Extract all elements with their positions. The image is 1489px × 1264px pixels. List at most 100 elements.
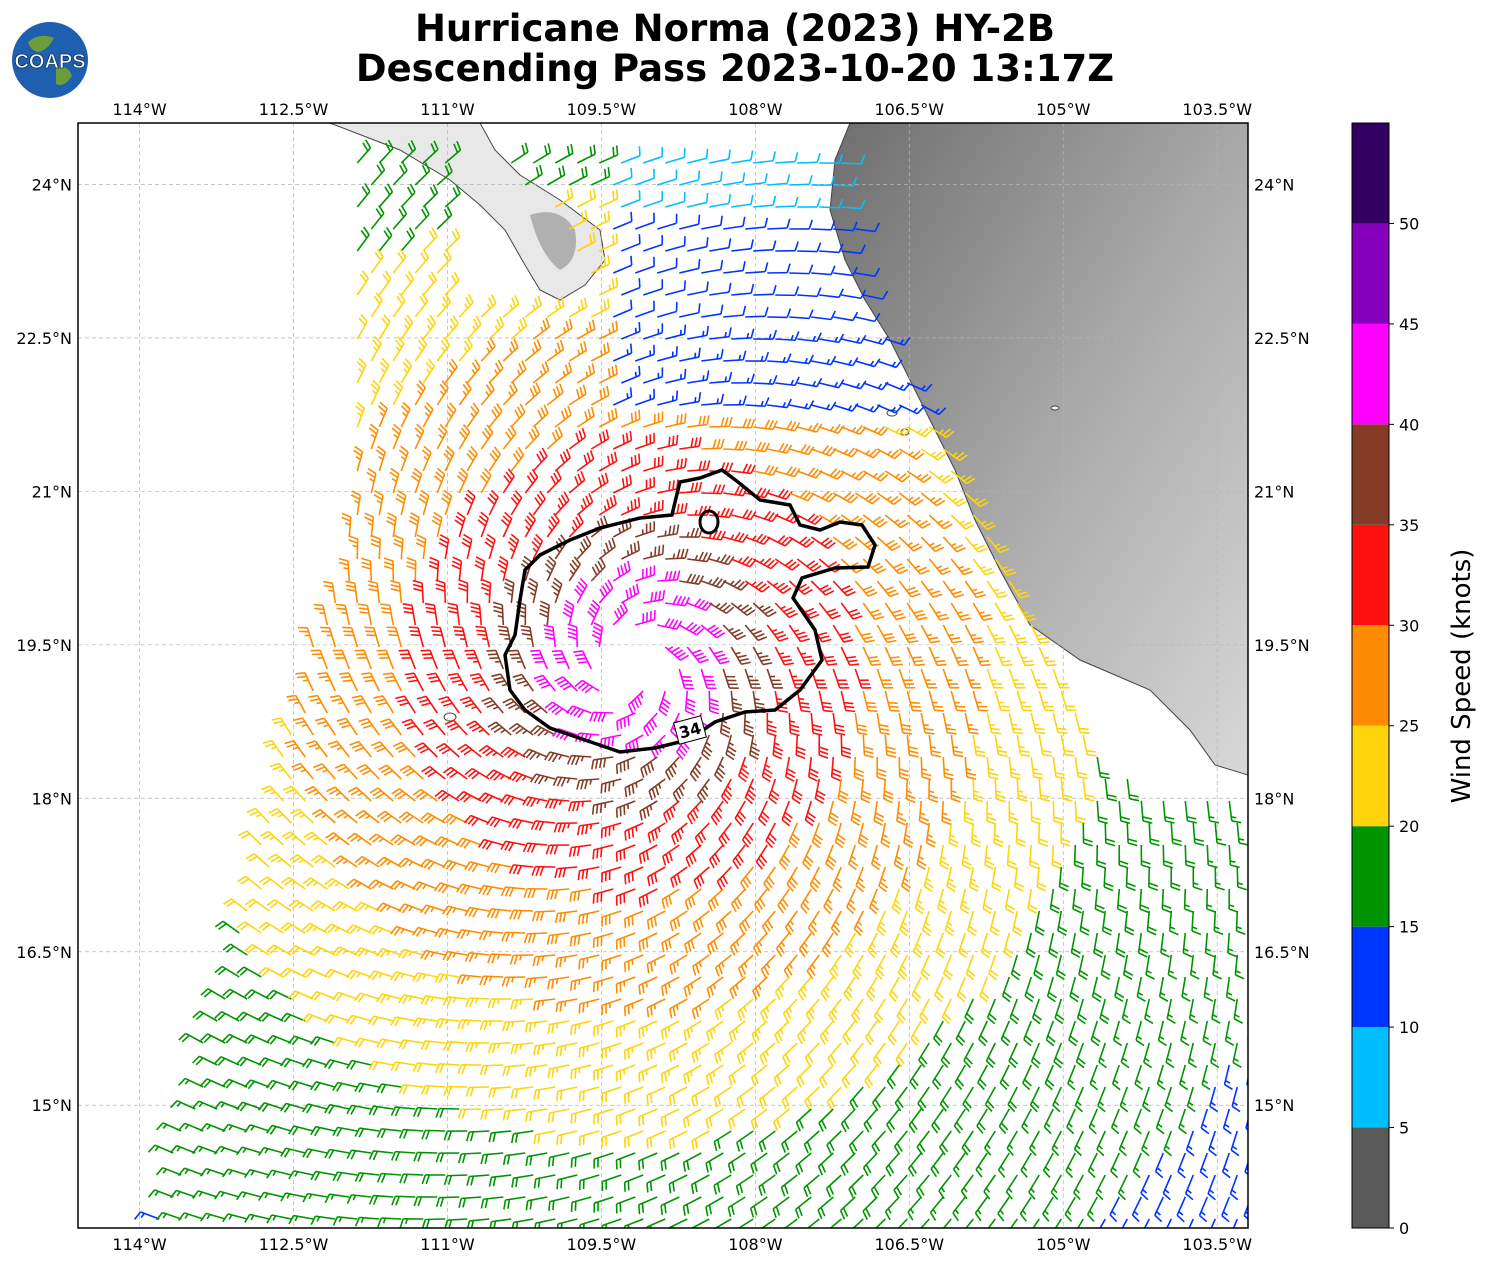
wind-barb xyxy=(950,514,975,530)
wind-barb xyxy=(832,712,846,736)
wind-barb xyxy=(458,424,471,450)
wind-barb xyxy=(380,718,402,736)
wind-barb xyxy=(635,344,655,362)
wind-barb xyxy=(898,668,916,689)
wind-barb xyxy=(775,466,801,478)
wind-barb xyxy=(767,218,791,230)
wind-barb xyxy=(885,336,911,346)
wind-barb xyxy=(554,676,578,692)
wind-barb xyxy=(554,362,573,384)
wind-barb xyxy=(731,418,756,429)
wind-barb xyxy=(854,668,872,689)
wind-barb xyxy=(349,740,372,758)
wind-barb xyxy=(972,602,993,622)
wind-barb xyxy=(1030,756,1044,780)
wind-barb xyxy=(488,403,503,428)
wind-barb xyxy=(928,734,942,758)
wind-barb xyxy=(884,646,903,667)
colorbar-bin xyxy=(1352,424,1389,525)
wind-barb xyxy=(752,557,779,570)
wind-barb xyxy=(400,183,416,208)
wind-barb xyxy=(408,512,420,538)
wind-barb xyxy=(436,206,453,230)
wind-barb xyxy=(329,694,350,714)
wind-barb xyxy=(1259,867,1269,890)
wind-barb xyxy=(297,626,315,648)
wind-barb xyxy=(612,255,633,274)
wind-barb xyxy=(665,324,687,340)
colorbar-tick-label: 5 xyxy=(1399,1119,1409,1138)
wind-barb xyxy=(436,336,451,362)
wind-barb xyxy=(620,409,641,428)
lat-tick-label-left: 16.5°N xyxy=(16,943,72,962)
wind-barb xyxy=(444,719,468,736)
colorbar-bin xyxy=(1352,1027,1389,1128)
wind-barb xyxy=(598,494,617,516)
wind-barb xyxy=(767,488,793,500)
wind-barb xyxy=(510,490,523,516)
wind-barb xyxy=(942,448,968,462)
wind-barb xyxy=(1030,712,1046,735)
wind-barb xyxy=(1251,889,1260,912)
wind-barb xyxy=(665,595,691,607)
lon-tick-label-top: 108°W xyxy=(728,100,783,119)
wind-barb xyxy=(701,734,713,761)
wind-barb xyxy=(431,511,443,538)
wind-barb xyxy=(687,325,710,340)
wind-barb xyxy=(414,423,425,450)
wind-barb xyxy=(1008,756,1021,780)
wind-barb xyxy=(286,694,306,714)
wind-barb xyxy=(832,668,850,689)
wind-barb xyxy=(818,468,845,480)
wind-barb xyxy=(466,446,478,472)
wind-barb xyxy=(687,237,709,252)
wind-barb xyxy=(612,387,633,406)
wind-barb xyxy=(576,449,595,472)
wind-barb xyxy=(819,243,844,254)
wind-barb xyxy=(576,406,595,428)
wind-barb xyxy=(406,557,417,582)
wind-barb xyxy=(356,183,371,208)
wind-barb xyxy=(341,512,352,538)
wind-barb xyxy=(964,756,977,780)
wind-barb xyxy=(392,336,405,362)
wind-barb xyxy=(709,193,732,208)
wind-barb xyxy=(884,602,906,621)
wind-barb xyxy=(833,402,859,412)
island xyxy=(886,409,898,417)
wind-barb xyxy=(920,624,941,644)
wind-barb xyxy=(811,175,836,186)
wind-barb xyxy=(524,339,542,362)
wind-barb xyxy=(789,264,814,275)
lat-tick-label-left: 15°N xyxy=(32,1096,72,1115)
wind-barb xyxy=(530,649,549,670)
wind-barb xyxy=(370,248,384,274)
wind-barb xyxy=(898,492,924,506)
wind-barb xyxy=(568,384,587,406)
wind-barb xyxy=(658,690,671,717)
wind-barb xyxy=(719,712,731,738)
lon-tick-label-bottom: 111°W xyxy=(420,1235,475,1254)
wind-barb xyxy=(986,580,1008,599)
wind-barb xyxy=(488,359,504,384)
wind-barb xyxy=(502,338,519,362)
wind-barb xyxy=(380,603,395,626)
wind-barb xyxy=(620,497,641,516)
wind-barb xyxy=(811,220,836,231)
wind-barb xyxy=(928,470,954,484)
wind-barb xyxy=(502,697,526,714)
wind-barb xyxy=(590,429,610,450)
lat-tick-label-left: 24°N xyxy=(32,175,72,194)
wind-barb xyxy=(620,234,641,252)
colorbar-bin xyxy=(1352,625,1389,726)
lat-tick-label-right: 15°N xyxy=(1254,1096,1294,1115)
wind-barb xyxy=(906,734,919,758)
wind-barb xyxy=(382,672,402,692)
wind-barb xyxy=(665,191,686,208)
wind-barb xyxy=(589,711,614,722)
wind-barb xyxy=(503,578,515,604)
wind-barb xyxy=(590,472,609,494)
colorbar-bin xyxy=(1352,926,1389,1028)
wind-barb xyxy=(906,646,925,667)
wind-barb xyxy=(262,739,284,758)
